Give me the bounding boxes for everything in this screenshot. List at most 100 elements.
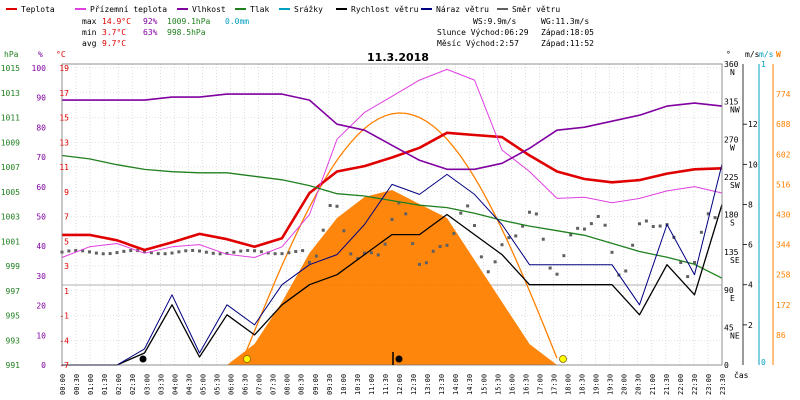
humidity-tick: 70 [36, 153, 46, 162]
x-tick-label: 06:30 [242, 374, 250, 395]
wind-direction-point [266, 251, 270, 255]
wind-direction-point [528, 210, 531, 214]
stat-min-hum: 63% [143, 28, 158, 37]
wind-direction-point [259, 250, 263, 254]
wind-direction-point [218, 252, 222, 256]
wind-direction-point [438, 245, 442, 249]
temp-tick: -1 [59, 312, 69, 321]
chart-title: 11.3.2018 [367, 51, 429, 64]
wind-direction-point [431, 249, 435, 253]
stat-max-temp: 14.9°C [102, 17, 131, 26]
wind-direction-point [569, 233, 573, 237]
series-lines [61, 68, 723, 366]
wind-direction-point [706, 212, 710, 216]
wind-direction-point [424, 261, 428, 265]
temp-tick: 7 [64, 213, 69, 222]
x-tick-label: 03:00 [143, 374, 151, 395]
sunrise-marker [243, 355, 251, 363]
x-tick-label: 21:00 [649, 374, 657, 395]
wind-direction-point [445, 243, 449, 247]
wind-direction-point [376, 253, 380, 257]
wind-speed-tick: 2 [748, 321, 753, 330]
pressure-tick: 995 [6, 312, 21, 321]
wind-direction-point [101, 252, 105, 256]
legend-item: Tlak [250, 5, 269, 14]
x-tick-label: 21:30 [663, 374, 671, 395]
moonset-marker [395, 355, 403, 363]
legend-item: Teplota [21, 5, 55, 14]
wind-dir-tick: 360 [724, 60, 739, 69]
wind-speed-tick: 8 [748, 200, 753, 209]
pressure-tick: 1013 [1, 89, 20, 98]
wind-direction-point [314, 254, 318, 258]
wind-direction-point [521, 224, 525, 228]
compass-tick: NE [730, 331, 740, 340]
wind-direction-point [693, 260, 696, 264]
temp-tick: 9 [64, 188, 69, 197]
x-tick-label: 07:00 [256, 374, 264, 395]
x-tick-label: 14:00 [452, 374, 460, 395]
x-tick-label: 10:30 [354, 374, 362, 395]
wind-direction-point [651, 225, 655, 229]
legend-item: Srážky [294, 5, 323, 14]
wind-gust-info: WG:11.3m/s [541, 17, 589, 26]
wind-dir-tick: 180 [724, 211, 739, 220]
wind-direction-point [321, 228, 325, 232]
pressure-tick: 991 [6, 361, 21, 370]
pressure-tick: 1011 [1, 114, 20, 123]
pressure-tick: 1015 [1, 64, 20, 73]
wind-direction-point [198, 249, 201, 253]
stat-min-temp: 3.7°C [102, 28, 126, 37]
humidity-tick: 0 [41, 361, 46, 370]
wind-direction-point [273, 252, 277, 256]
unit-deg: ° [726, 50, 731, 59]
temp-tick: 11 [59, 163, 69, 172]
moonrise-info: Měsíc Východ:2:57 [437, 39, 519, 48]
stat-max-rain: 0.0mm [225, 17, 249, 26]
wind-direction-point [473, 224, 476, 228]
humidity-tick: 60 [36, 183, 46, 192]
legend-item: Vlhkost [192, 5, 226, 14]
wind-speed-info: WS:9.9m/s [473, 17, 517, 26]
wind-direction-point [583, 227, 586, 231]
x-tick-label: 15:00 [480, 374, 488, 395]
wind-direction-point [191, 248, 195, 252]
wind-direction-point [548, 266, 552, 270]
wind-direction-point [479, 255, 483, 259]
x-tick-label: 13:30 [438, 374, 446, 395]
temp-tick: 1 [64, 287, 69, 296]
temp-tick: 3 [64, 262, 69, 271]
wind-direction-point [74, 248, 78, 252]
x-tick-label: 16:30 [522, 374, 530, 395]
wind-direction-point [349, 252, 353, 256]
wind-direction-point [301, 249, 305, 253]
legend-item: Přízemní teplota [90, 5, 167, 14]
markers [139, 352, 567, 365]
wind-direction-point [404, 212, 408, 216]
wind-direction-point [596, 214, 600, 218]
wind-direction-point [624, 269, 628, 273]
wind-direction-point [390, 217, 394, 221]
wind-direction-point [363, 251, 366, 255]
moonrise-marker [139, 355, 147, 363]
wind-dir-tick: 135 [724, 248, 739, 257]
temp-tick: 5 [64, 237, 69, 246]
stat-min-press: 998.5hPa [167, 28, 206, 37]
x-tick-label: 09:00 [312, 374, 320, 395]
x-tick-label: 04:30 [185, 374, 193, 395]
x-tick-label: 18:00 [565, 374, 573, 395]
x-tick-label: 01:00 [87, 374, 95, 395]
temp-tick: 19 [59, 64, 69, 73]
wind-dir-tick: 90 [724, 286, 734, 295]
pressure-tick: 1003 [1, 213, 20, 222]
humidity-tick: 30 [36, 272, 46, 281]
wind-direction-point [397, 201, 401, 205]
pressure-tick: 999 [6, 262, 21, 271]
axes: 1015101310111009100710051003100199999799… [1, 60, 791, 395]
x-tick-label: 19:30 [607, 374, 615, 395]
pressure-tick: 997 [6, 287, 21, 296]
pressure-tick: 1005 [1, 188, 20, 197]
wind-direction-point [562, 254, 566, 258]
wind-direction-point [534, 212, 538, 216]
wind-direction-point [589, 222, 593, 226]
